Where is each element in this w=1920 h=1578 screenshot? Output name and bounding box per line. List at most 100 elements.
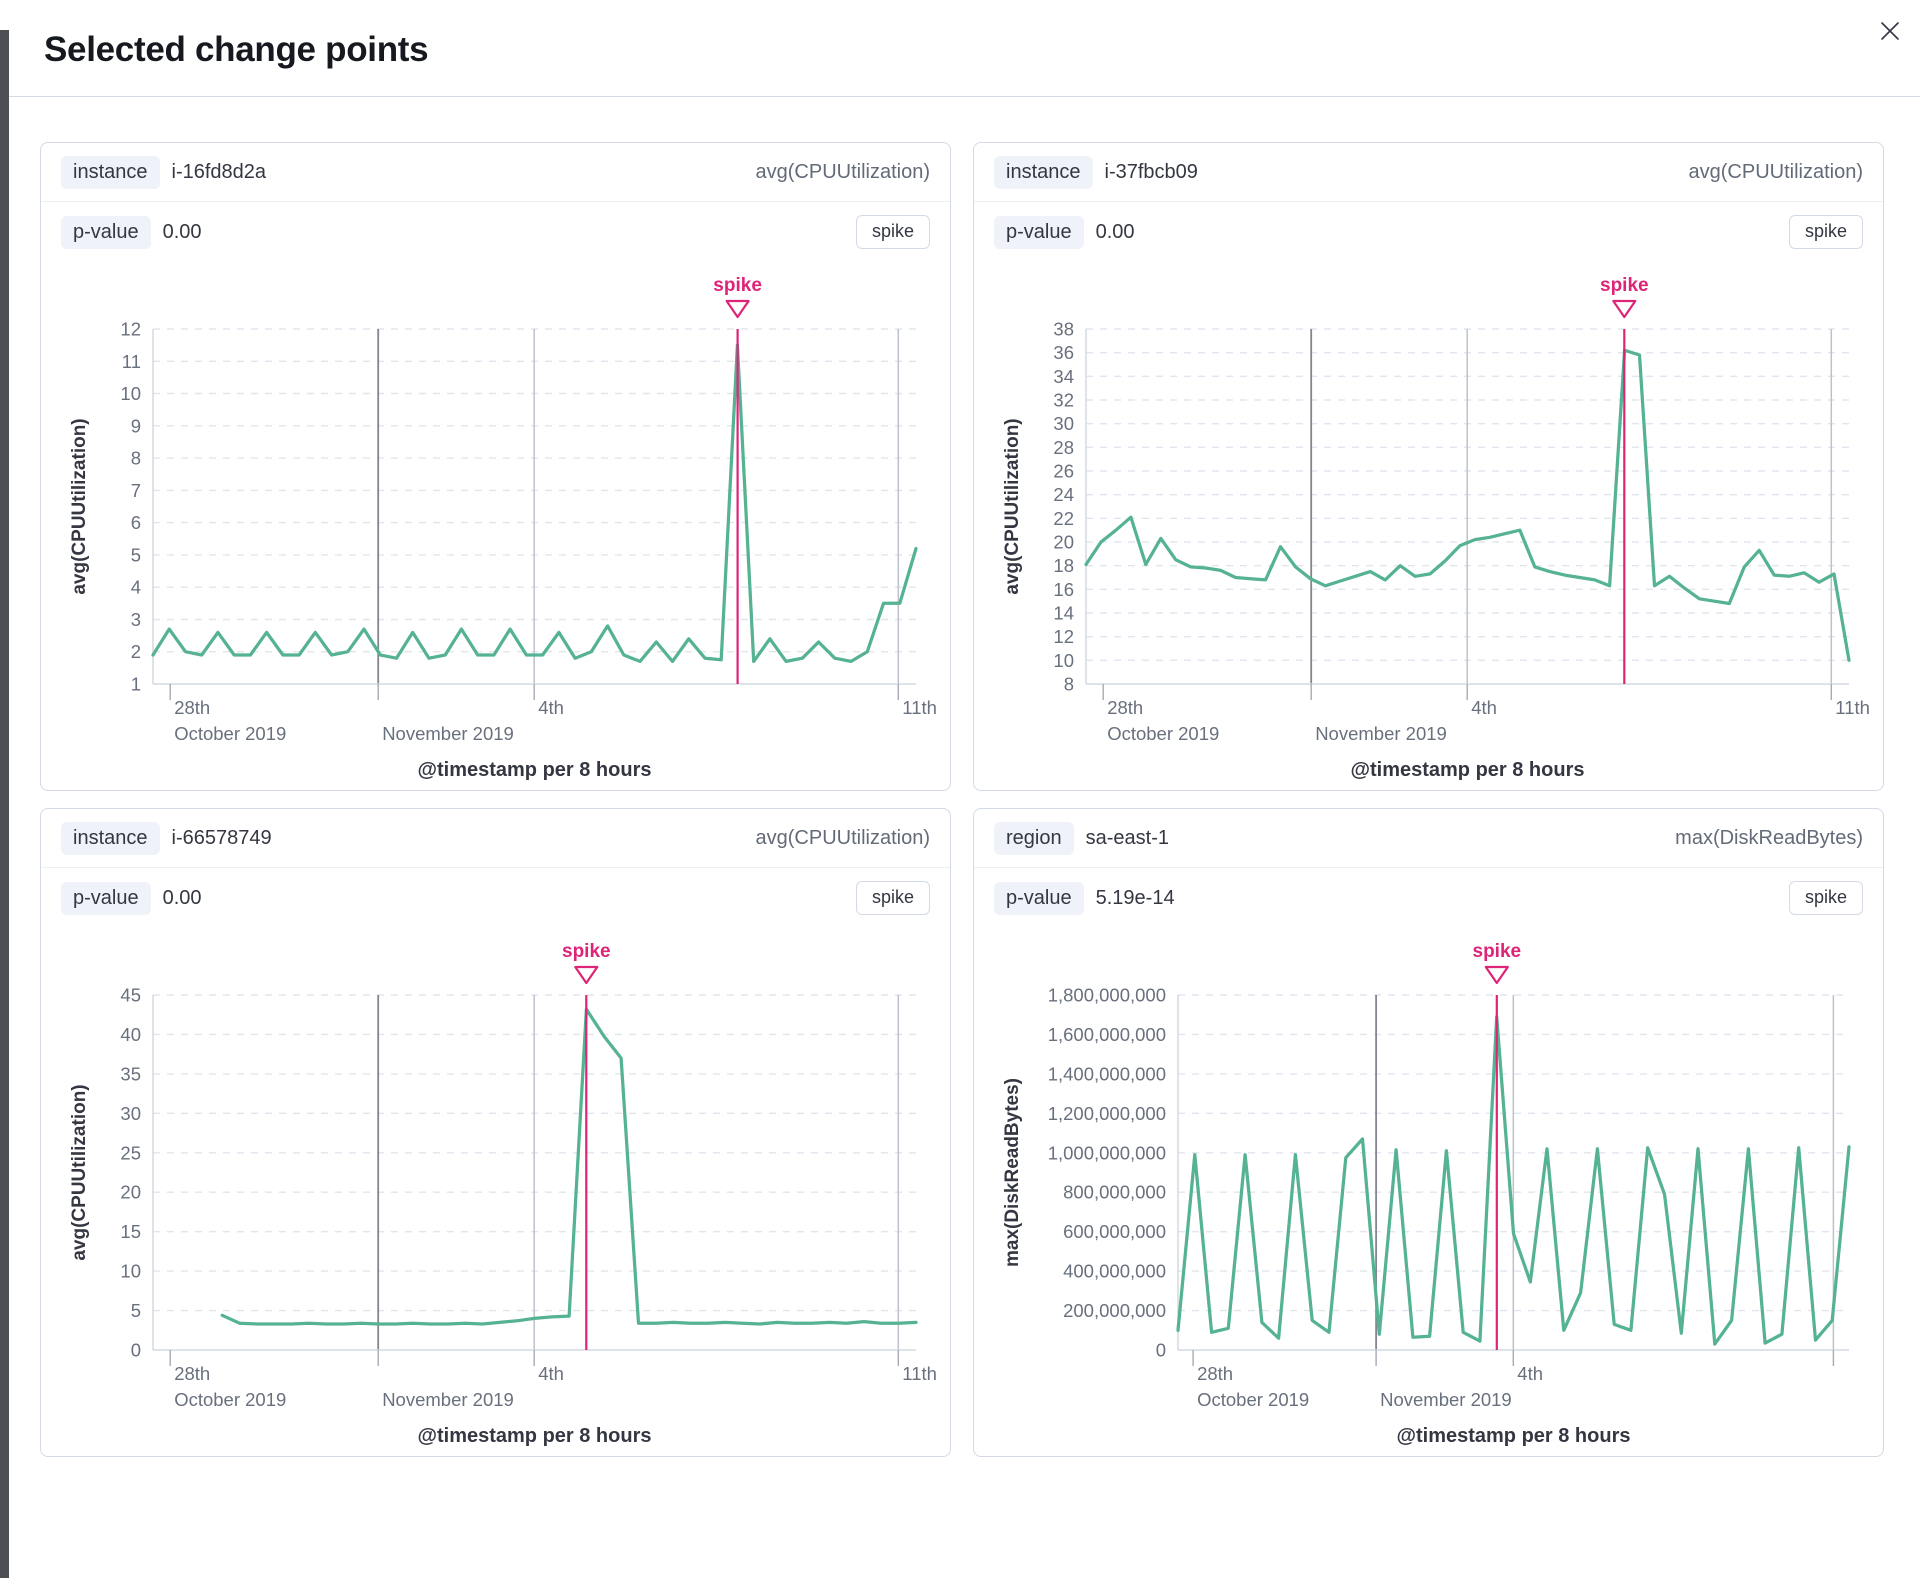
svg-text:1,200,000,000: 1,200,000,000 bbox=[1048, 1103, 1166, 1124]
field-value: i-66578749 bbox=[171, 826, 272, 849]
metric-line-series bbox=[220, 1007, 918, 1326]
metric-label: avg(CPUUtilization) bbox=[1688, 160, 1864, 183]
y-axis-title: avg(CPUUtilization) bbox=[69, 1084, 90, 1260]
change-point-chart: 0 5 10 15 20 25 30 35 40 45 28th October 2019 Novemb… bbox=[41, 932, 950, 1456]
x-axis-title: @timestamp per 8 hours bbox=[417, 759, 651, 781]
svg-text:28th: 28th bbox=[1107, 697, 1143, 718]
svg-text:30: 30 bbox=[120, 1103, 141, 1124]
panel-header: region sa-east-1 max(DiskReadBytes) bbox=[974, 809, 1883, 868]
spike-annotation: spike bbox=[562, 941, 611, 1350]
svg-text:2: 2 bbox=[131, 641, 141, 662]
svg-text:spike: spike bbox=[562, 941, 611, 962]
spike-type-button[interactable]: spike bbox=[855, 215, 930, 249]
svg-text:3: 3 bbox=[131, 609, 141, 630]
svg-text:18: 18 bbox=[1053, 555, 1074, 576]
change-point-panel-3: instance i-66578749 avg(CPUUtilization) … bbox=[40, 808, 951, 1457]
svg-text:28th: 28th bbox=[174, 1363, 210, 1384]
y-grid-and-ticks: 0 5 10 15 20 25 30 35 40 45 bbox=[120, 985, 916, 1361]
svg-text:9: 9 bbox=[131, 415, 141, 436]
svg-text:4th: 4th bbox=[1517, 1363, 1543, 1384]
metric-line-series bbox=[1176, 1015, 1851, 1346]
svg-text:November 2019: November 2019 bbox=[382, 1389, 514, 1410]
spike-marker-icon bbox=[1612, 299, 1637, 319]
svg-text:200,000,000: 200,000,000 bbox=[1063, 1300, 1166, 1321]
svg-text:November 2019: November 2019 bbox=[1380, 1389, 1512, 1410]
svg-text:1,000,000,000: 1,000,000,000 bbox=[1048, 1142, 1166, 1163]
svg-text:8: 8 bbox=[1064, 674, 1074, 695]
svg-text:spike: spike bbox=[1473, 941, 1522, 962]
p-value: 5.19e-14 bbox=[1095, 886, 1175, 909]
svg-text:14: 14 bbox=[1053, 603, 1074, 624]
spike-type-button[interactable]: spike bbox=[855, 881, 930, 915]
p-value: 0.00 bbox=[1095, 220, 1135, 243]
field-value: sa-east-1 bbox=[1085, 826, 1169, 849]
svg-text:28: 28 bbox=[1053, 437, 1074, 458]
spike-type-button[interactable]: spike bbox=[1788, 881, 1863, 915]
svg-text:26: 26 bbox=[1053, 461, 1074, 482]
svg-text:October 2019: October 2019 bbox=[174, 1389, 286, 1410]
close-button[interactable] bbox=[1872, 14, 1908, 50]
svg-text:40: 40 bbox=[120, 1024, 141, 1045]
svg-text:0: 0 bbox=[131, 1340, 141, 1361]
axes: 28th October 2019 November 2019 4th 11th bbox=[152, 329, 937, 744]
metric-label: avg(CPUUtilization) bbox=[755, 826, 931, 849]
svg-text:4: 4 bbox=[131, 577, 141, 598]
svg-text:11th: 11th bbox=[1835, 697, 1870, 718]
svg-text:6: 6 bbox=[131, 512, 141, 533]
panel-header: instance i-37fbcb09 avg(CPUUtilization) bbox=[974, 143, 1883, 202]
change-point-chart: 0 200,000,000 400,000,000 600,000,000 800,00… bbox=[974, 932, 1883, 1456]
svg-text:28th: 28th bbox=[1197, 1363, 1233, 1384]
svg-text:12: 12 bbox=[1053, 626, 1074, 647]
axes: 28th October 2019 November 2019 4th 11th bbox=[152, 995, 937, 1410]
selected-change-points-modal: Selected change points instance i-16fd8d… bbox=[9, 0, 1920, 1578]
svg-text:36: 36 bbox=[1053, 342, 1074, 363]
svg-text:0: 0 bbox=[1156, 1340, 1166, 1361]
metric-label: max(DiskReadBytes) bbox=[1675, 826, 1863, 849]
svg-text:5: 5 bbox=[131, 1300, 141, 1321]
svg-text:400,000,000: 400,000,000 bbox=[1063, 1261, 1166, 1282]
svg-text:20: 20 bbox=[1053, 532, 1074, 553]
axes: 28th October 2019 November 2019 4th 11th bbox=[1085, 329, 1870, 744]
x-grid-lines bbox=[377, 995, 900, 1350]
y-axis-title: avg(CPUUtilization) bbox=[69, 418, 90, 594]
y-grid-and-ticks: 0 200,000,000 400,000,000 600,000,000 800,00… bbox=[1048, 985, 1849, 1361]
x-grid-lines bbox=[1310, 329, 1833, 684]
svg-text:10: 10 bbox=[120, 383, 141, 404]
svg-text:11th: 11th bbox=[902, 1363, 937, 1384]
metric-label: avg(CPUUtilization) bbox=[755, 160, 931, 183]
svg-text:4th: 4th bbox=[1471, 697, 1497, 718]
dimmed-page-edge bbox=[0, 30, 9, 1578]
spike-marker-icon bbox=[1484, 965, 1509, 985]
x-axis-title: @timestamp per 8 hours bbox=[1396, 1425, 1630, 1447]
panel-subheader: p-value 5.19e-14 spike bbox=[974, 868, 1883, 928]
svg-text:38: 38 bbox=[1053, 319, 1074, 340]
svg-text:45: 45 bbox=[120, 985, 141, 1006]
modal-header: Selected change points bbox=[9, 0, 1920, 97]
panel-header: instance i-66578749 avg(CPUUtilization) bbox=[41, 809, 950, 868]
svg-text:28th: 28th bbox=[174, 697, 210, 718]
spike-annotation: spike bbox=[1600, 275, 1649, 684]
svg-text:November 2019: November 2019 bbox=[1315, 723, 1447, 744]
svg-text:1,800,000,000: 1,800,000,000 bbox=[1048, 985, 1166, 1006]
svg-text:20: 20 bbox=[120, 1182, 141, 1203]
x-axis-title: @timestamp per 8 hours bbox=[1350, 759, 1584, 781]
svg-text:11th: 11th bbox=[902, 697, 937, 718]
svg-text:10: 10 bbox=[120, 1261, 141, 1282]
svg-text:October 2019: October 2019 bbox=[174, 723, 286, 744]
svg-text:12: 12 bbox=[120, 319, 141, 340]
line-chart-svg: 0 5 10 15 20 25 30 35 40 45 28th October 2019 Novemb… bbox=[69, 941, 937, 1447]
panels-grid: instance i-16fd8d2a avg(CPUUtilization) … bbox=[9, 97, 1920, 1457]
panel-subheader: p-value 0.00 spike bbox=[41, 868, 950, 928]
svg-text:16: 16 bbox=[1053, 579, 1074, 600]
spike-annotation: spike bbox=[1473, 941, 1522, 1350]
svg-text:spike: spike bbox=[713, 275, 762, 296]
y-axis-title: avg(CPUUtilization) bbox=[1002, 418, 1023, 594]
spike-type-button[interactable]: spike bbox=[1788, 215, 1863, 249]
change-point-panel-4: region sa-east-1 max(DiskReadBytes) p-va… bbox=[973, 808, 1884, 1457]
svg-text:7: 7 bbox=[131, 480, 141, 501]
metric-line-series bbox=[1084, 348, 1851, 662]
line-chart-svg: 0 200,000,000 400,000,000 600,000,000 800,00… bbox=[1002, 941, 1851, 1447]
